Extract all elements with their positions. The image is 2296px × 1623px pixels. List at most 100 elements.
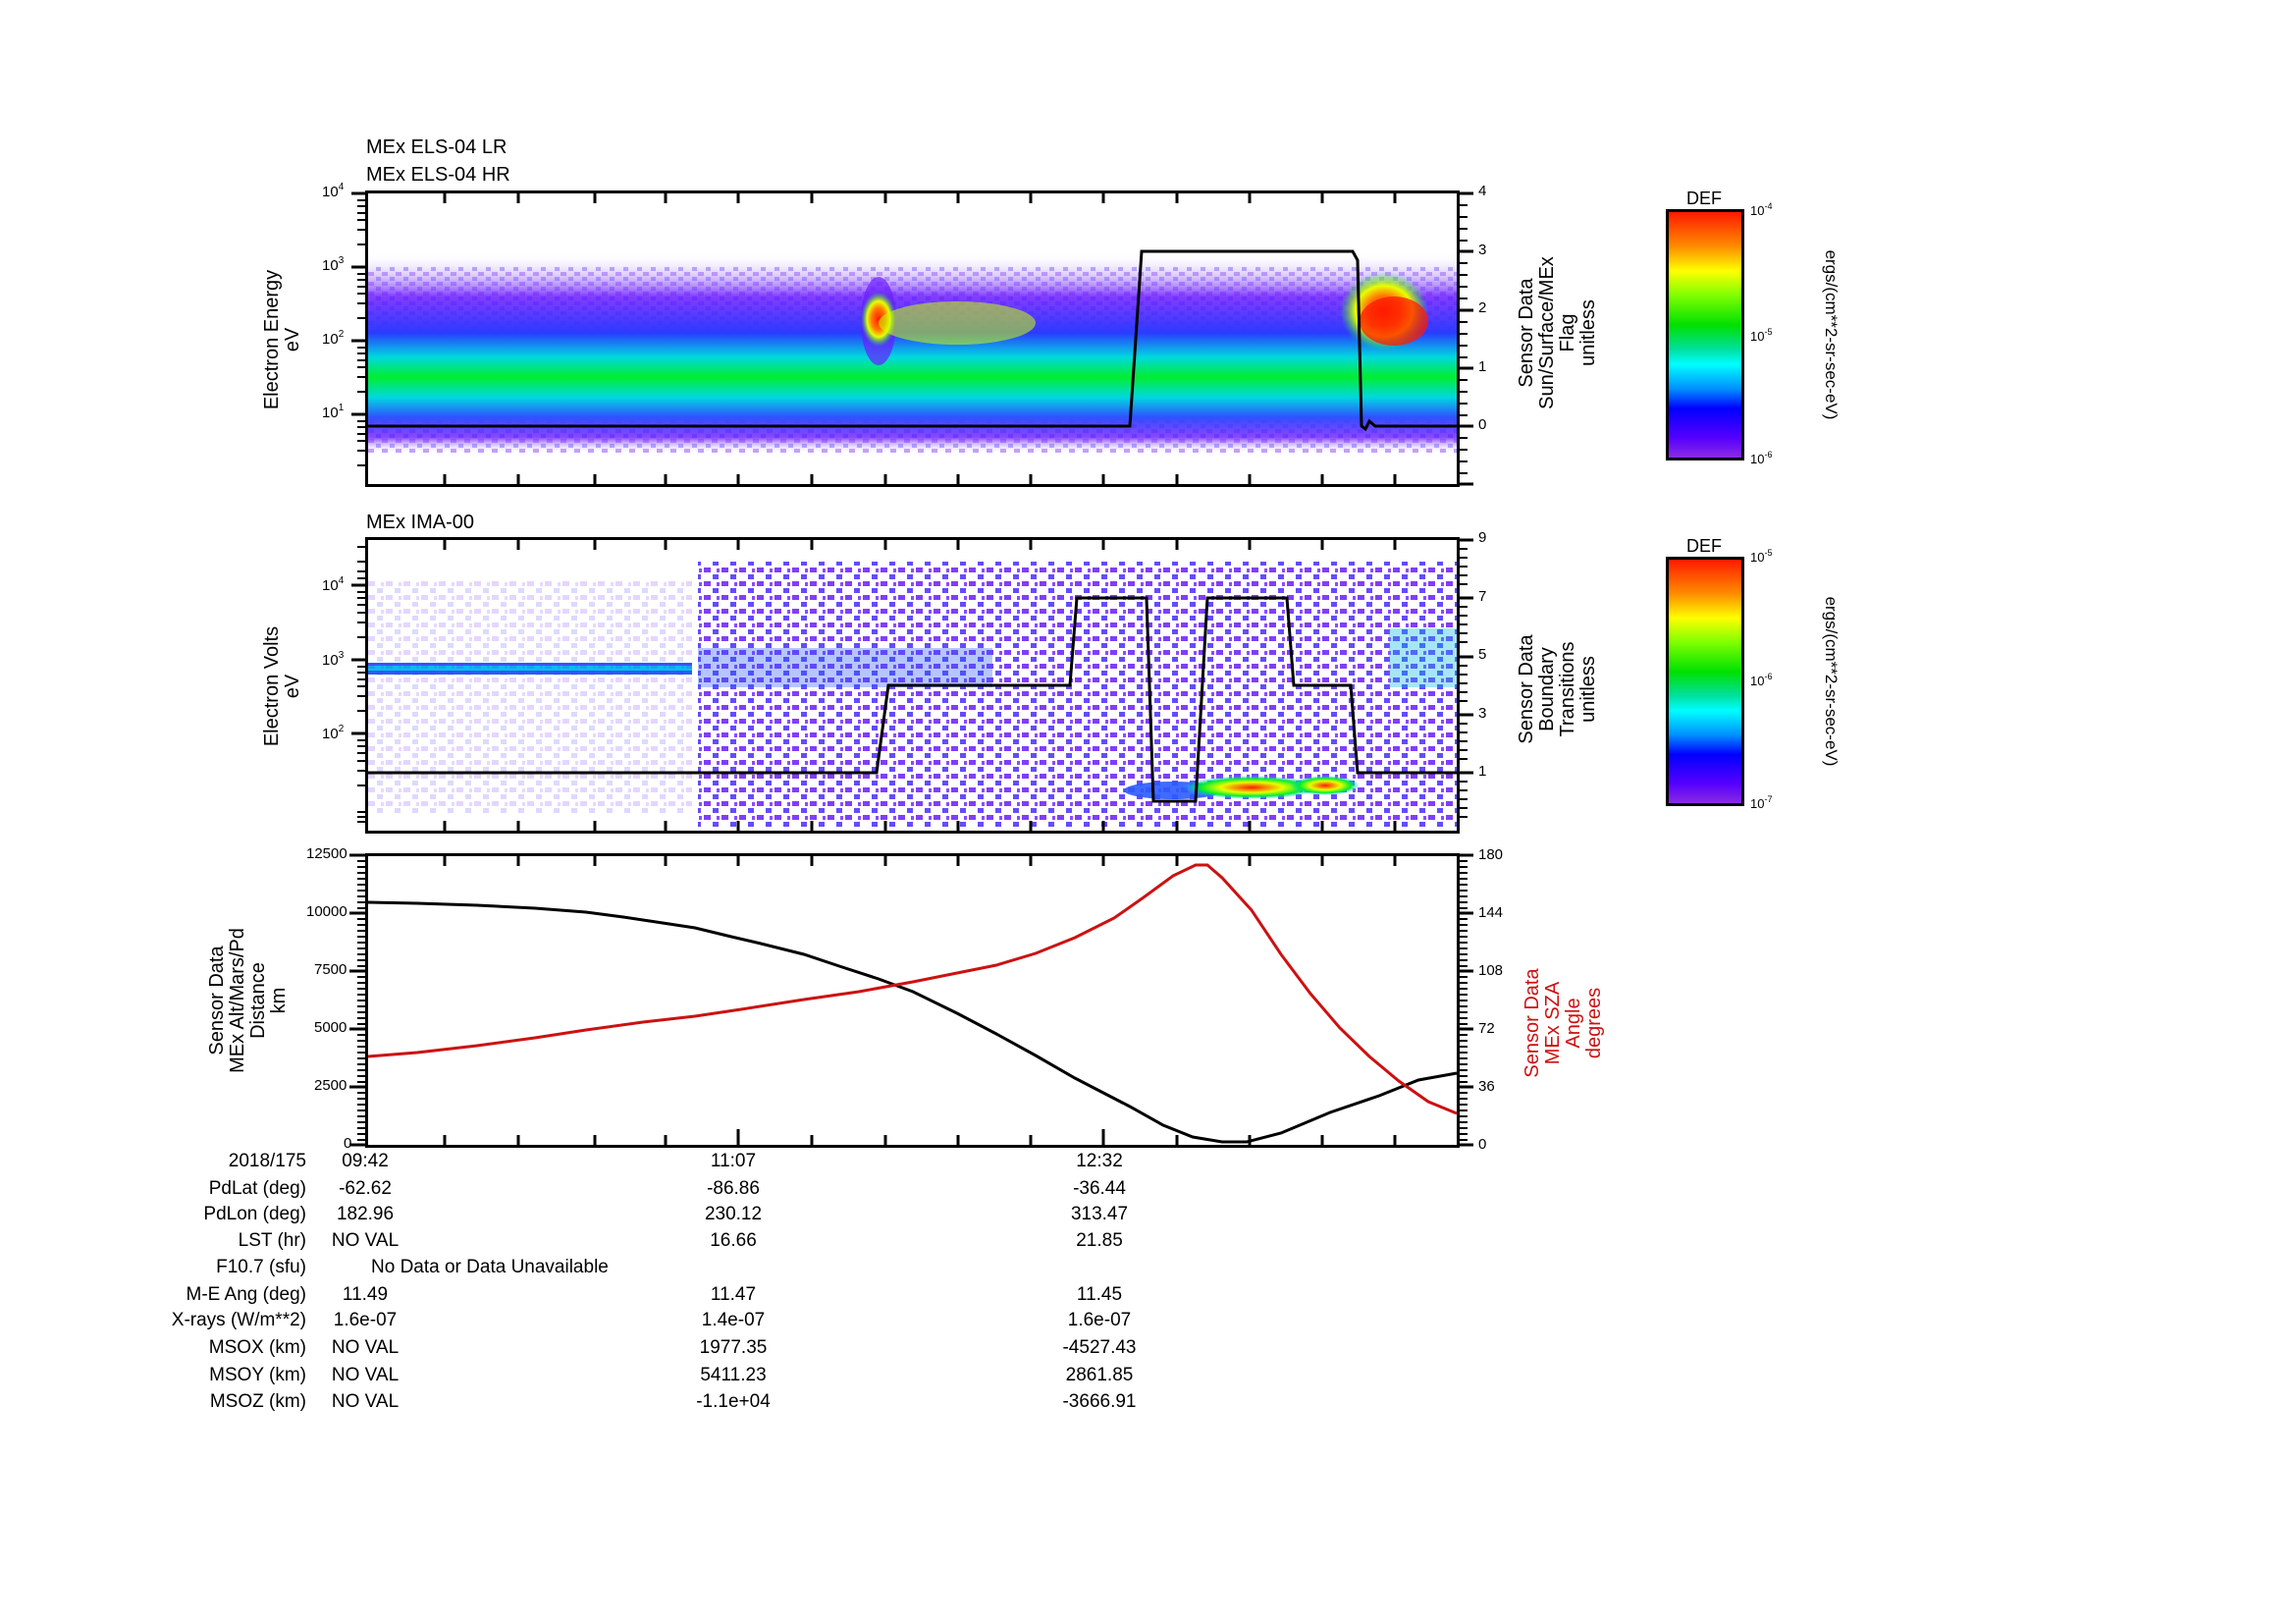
- orbit-ytick-7500: 7500: [314, 961, 347, 978]
- ephemeris-value: 11.45: [1076, 1284, 1123, 1305]
- orbit-y2tick-180: 180: [1478, 846, 1504, 863]
- els-spectrogram-panel: [365, 190, 1460, 487]
- ephemeris-value: 1977.35: [699, 1337, 768, 1358]
- ephemeris-value: -1.1e+04: [696, 1391, 771, 1412]
- els-title-hr: MEx ELS-04 HR: [366, 164, 510, 186]
- orbit-y2tick-72: 72: [1478, 1020, 1495, 1037]
- orbit-y2tick-0: 0: [1478, 1136, 1487, 1153]
- ephemeris-value: NO VAL: [331, 1391, 400, 1412]
- ephemeris-value: 11.49: [342, 1284, 389, 1305]
- ephemeris-value: 11:07: [710, 1151, 757, 1171]
- ephemeris-value: NO VAL: [331, 1230, 400, 1251]
- orbit-ylabel: Sensor Data MEx Alt/Mars/Pd Distance km: [206, 928, 290, 1073]
- ephemeris-label: PdLon (deg): [203, 1204, 306, 1224]
- orbit-lines: [367, 856, 1458, 1145]
- ephemeris-label: MSOX (km): [208, 1337, 306, 1358]
- ephemeris-value: -62.62: [339, 1178, 392, 1199]
- orbit-ytick-10000: 10000: [306, 903, 347, 920]
- ephemeris-value: 2861.85: [1065, 1365, 1134, 1385]
- ephemeris-value: 09:42: [342, 1151, 389, 1171]
- orbit-y2tick-108: 108: [1478, 962, 1504, 979]
- els-cbar-tick-mid: 10-5: [1750, 327, 1773, 344]
- ephemeris-label: 2018/175: [228, 1151, 306, 1171]
- ima-y2tick-5: 5: [1478, 646, 1487, 663]
- ima-y2tick-1: 1: [1478, 763, 1487, 780]
- els-left-axis: [351, 191, 365, 466]
- ephemeris-label: MSOZ (km): [209, 1391, 306, 1412]
- ephemeris-value: 5411.23: [700, 1365, 767, 1385]
- orbit-ytick-2500: 2500: [314, 1077, 347, 1094]
- ephemeris-value: NO VAL: [331, 1337, 400, 1358]
- ephemeris-label: LST (hr): [238, 1230, 306, 1251]
- ima-colorbar-units: ergs/(cm**2-sr-sec-eV): [1822, 596, 1841, 767]
- ima-spectrogram-panel: [365, 537, 1460, 834]
- els-y2tick-1: 1: [1478, 358, 1487, 375]
- ima-y2tick-9: 9: [1478, 529, 1487, 546]
- boundary-line: [368, 596, 1457, 803]
- ephemeris-label: X-rays (W/m**2): [171, 1310, 306, 1330]
- els-colorbar: [1666, 209, 1744, 460]
- sza-line: [367, 863, 1458, 1115]
- ephemeris-value: 313.47: [1070, 1204, 1129, 1224]
- els-ytick-1e2: 102: [322, 329, 345, 348]
- els-title-lr: MEx ELS-04 LR: [366, 136, 507, 158]
- altitude-line: [367, 900, 1458, 1144]
- ima-ylabel: Electron Volts eV: [261, 625, 303, 747]
- ephemeris-value: 21.85: [1076, 1230, 1123, 1251]
- ephemeris-note: No Data or Data Unavailable: [371, 1257, 609, 1277]
- ephemeris-label: PdLat (deg): [208, 1178, 306, 1199]
- orbit-ytick-5000: 5000: [314, 1019, 347, 1036]
- ephemeris-value: 16.66: [710, 1230, 757, 1251]
- els-cbar-tick-top: 10-4: [1750, 201, 1773, 218]
- orbit-left-axis: [349, 853, 365, 1147]
- ephemeris-label: M-E Ang (deg): [186, 1284, 307, 1305]
- els-right-axis: [1460, 191, 1473, 486]
- ima-left-axis: [351, 546, 365, 823]
- ima-right-axis: [1460, 538, 1473, 818]
- els-spectrogram: [368, 193, 1457, 484]
- ephemeris-value: 230.12: [704, 1204, 763, 1224]
- ephemeris-value: -86.86: [707, 1178, 760, 1199]
- els-y2label: Sensor Data Sun/Surface/MEx Flag unitless: [1516, 256, 1599, 409]
- ima-ytick-1e2: 102: [322, 724, 345, 742]
- els-y2tick-0: 0: [1478, 416, 1487, 433]
- els-ytick-1e3: 103: [322, 255, 345, 274]
- ima-y2tick-7: 7: [1478, 588, 1487, 605]
- ephemeris-value: -36.44: [1073, 1178, 1126, 1199]
- ima-cbar-tick-mid: 10-6: [1750, 672, 1773, 688]
- ima-spectrogram: [368, 540, 1457, 831]
- els-colorbar-title: DEF: [1686, 189, 1722, 208]
- els-ytick-1e1: 101: [322, 403, 345, 421]
- ima-title: MEx IMA-00: [366, 512, 475, 533]
- ephemeris-value: 1.6e-07: [1067, 1310, 1132, 1330]
- orbit-line-panel: [365, 853, 1460, 1148]
- ephemeris-value: 1.4e-07: [701, 1310, 766, 1330]
- ephemeris-value: NO VAL: [331, 1365, 400, 1385]
- ima-ytick-1e3: 103: [322, 650, 345, 669]
- ima-colorbar-title: DEF: [1686, 536, 1722, 556]
- orbit-y2tick-144: 144: [1478, 904, 1504, 921]
- ima-colorbar: [1666, 557, 1744, 806]
- ephemeris-value: -3666.91: [1062, 1391, 1137, 1412]
- ephemeris-label: F10.7 (sfu): [216, 1257, 306, 1277]
- ima-cbar-tick-top: 10-5: [1750, 548, 1773, 565]
- orbit-right-axis: [1460, 853, 1473, 1147]
- ima-ytick-1e4: 104: [322, 575, 345, 594]
- els-y2tick-2: 2: [1478, 299, 1487, 316]
- ephemeris-value: -4527.43: [1062, 1337, 1137, 1358]
- els-y2tick-3: 3: [1478, 242, 1487, 258]
- ephemeris-value: 12:32: [1076, 1151, 1123, 1171]
- ephemeris-value: 11.47: [710, 1284, 757, 1305]
- ima-y2tick-3: 3: [1478, 705, 1487, 722]
- ephemeris-value: 182.96: [336, 1204, 395, 1224]
- els-cbar-tick-bot: 10-6: [1750, 450, 1773, 466]
- orbit-ytick-0: 0: [344, 1135, 352, 1152]
- ephemeris-value: 1.6e-07: [333, 1310, 398, 1330]
- els-ylabel: Electron Energy eV: [261, 269, 303, 410]
- els-colorbar-units: ergs/(cm**2-sr-sec-eV): [1822, 249, 1841, 420]
- els-y2tick-4: 4: [1478, 183, 1487, 199]
- ephemeris-label: MSOY (km): [209, 1365, 306, 1385]
- orbit-y2label: Sensor Data MEx SZA Angle degrees: [1522, 968, 1605, 1078]
- orbit-ytick-12500: 12500: [306, 845, 347, 862]
- flag-line: [368, 249, 1457, 432]
